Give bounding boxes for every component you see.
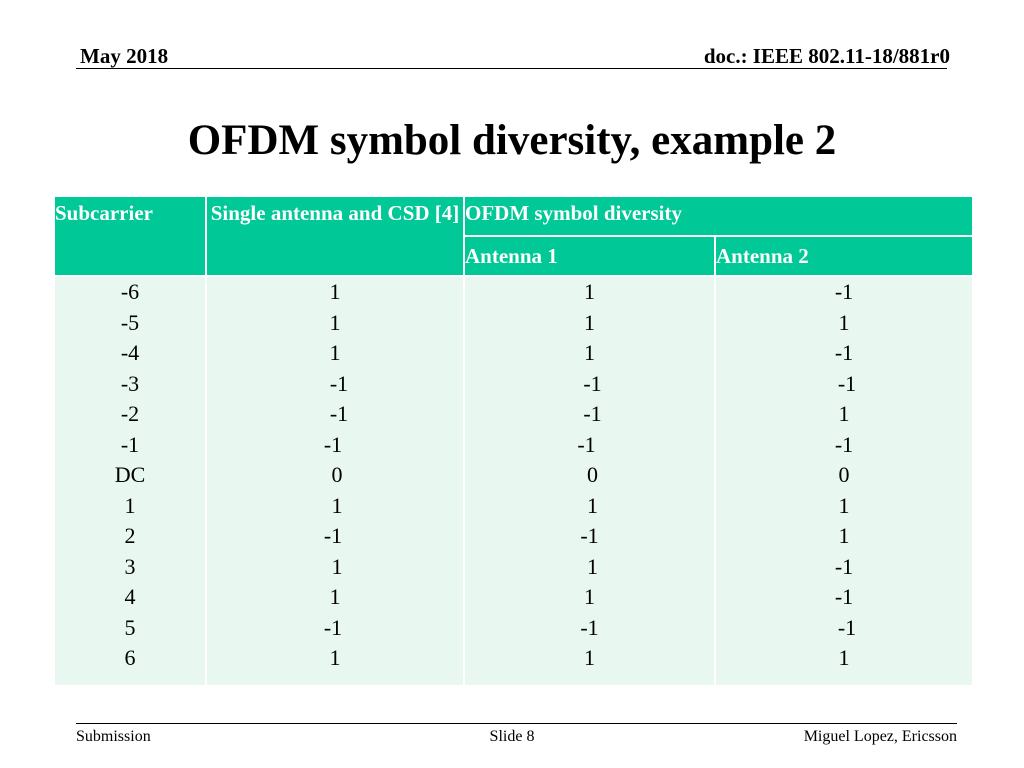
footer-author: Miguel Lopez, Ericsson xyxy=(803,728,957,745)
table-cell: -1 xyxy=(834,431,854,457)
header-date: May 2018 xyxy=(80,44,169,68)
table-cell: -1 xyxy=(323,523,343,548)
table-cell: -1 xyxy=(837,370,857,396)
table-cell: 1 xyxy=(329,340,341,365)
table-cell: -1 xyxy=(583,401,602,426)
table-cell: 1 xyxy=(838,645,850,670)
table-cell: 6 xyxy=(124,645,136,670)
table-cell: 1 xyxy=(584,279,595,304)
table-cell: 1 xyxy=(124,492,136,518)
table-cell: 1 xyxy=(329,584,341,609)
table-cell: -1 xyxy=(329,370,349,396)
table-cell: 2 xyxy=(124,523,136,548)
table-cell: 1 xyxy=(587,553,598,579)
table-cell: 1 xyxy=(587,492,598,518)
table-cell: -3 xyxy=(120,370,140,396)
table-cell: 1 xyxy=(329,279,341,304)
table-cell: -1 xyxy=(329,401,349,426)
table-cell: 4 xyxy=(124,584,136,609)
table-cell: -1 xyxy=(120,431,140,457)
table-cell: 0 xyxy=(331,462,343,487)
table-cell: -2 xyxy=(120,401,140,426)
header-divider xyxy=(76,68,947,69)
table-cell: 1 xyxy=(584,340,595,365)
table-cell: -1 xyxy=(577,431,596,457)
header-doc-id: doc.: IEEE 802.11-18/881r0 xyxy=(703,44,950,68)
diversity-table: Subcarrier Single antenna and CSD [4] OF… xyxy=(53,195,975,687)
table-cell: -5 xyxy=(120,309,140,335)
slide-title: OFDM symbol diversity, example 2 xyxy=(187,117,837,164)
table-cell: -6 xyxy=(120,279,140,304)
table-cell: -4 xyxy=(120,340,140,365)
table-cell: -1 xyxy=(834,340,854,365)
table-cell: -1 xyxy=(323,431,343,457)
table-cell: 0 xyxy=(587,462,598,487)
table-cell: -1 xyxy=(834,279,854,304)
table-cell: -1 xyxy=(323,614,343,640)
column-values: -1 1 -1 -1 1 -1 0 1 1 -1 -1 -1 1 xyxy=(716,277,972,674)
header-ofdm-diversity: OFDM symbol diversity xyxy=(462,195,975,237)
header-antenna-2: Antenna 2 xyxy=(713,235,975,277)
table-cell: -1 xyxy=(837,614,857,640)
column-subcarrier: -6 -5 -4 -3 -2 -1 DC 1 2 3 4 5 6 xyxy=(53,275,207,687)
table-cell: 1 xyxy=(838,309,850,335)
column-antenna-1: 1 1 1 -1 -1 -1 0 1 -1 1 1 -1 1 xyxy=(463,275,716,687)
table-cell: 1 xyxy=(838,492,850,518)
column-values: 1 1 1 -1 -1 -1 0 1 -1 1 1 -1 1 xyxy=(465,277,714,674)
table-cell: -1 xyxy=(580,614,599,640)
footer-divider xyxy=(76,723,957,724)
footer-slide-number: Slide 8 xyxy=(489,728,535,745)
table-cell: 0 xyxy=(838,462,850,487)
column-values: -6 -5 -4 -3 -2 -1 DC 1 2 3 4 5 6 xyxy=(55,277,205,674)
table-cell: 3 xyxy=(124,553,136,579)
table-cell: 1 xyxy=(329,309,341,335)
table-cell: -1 xyxy=(834,553,854,579)
header-single-antenna: Single antenna and CSD [4] xyxy=(205,195,465,277)
table-cell: 1 xyxy=(329,645,341,670)
column-antenna-2: -1 1 -1 -1 1 -1 0 1 1 -1 -1 -1 1 xyxy=(713,275,975,687)
column-values: 1 1 1 -1 -1 -1 0 1 -1 1 1 -1 1 xyxy=(207,277,463,674)
table-cell: 1 xyxy=(838,523,850,548)
header-antenna-1: Antenna 1 xyxy=(463,235,716,277)
table-cell: -1 xyxy=(583,370,602,396)
table-cell: 1 xyxy=(584,645,595,670)
table-cell: 1 xyxy=(838,401,850,426)
table-cell: -1 xyxy=(834,584,854,609)
table-cell: 1 xyxy=(331,553,343,579)
table-cell: 1 xyxy=(331,492,343,518)
table-cell: -1 xyxy=(580,523,599,548)
table-cell: 5 xyxy=(124,614,136,640)
column-single-antenna: 1 1 1 -1 -1 -1 0 1 -1 1 1 -1 1 xyxy=(205,275,465,687)
table-cell: DC xyxy=(114,462,146,487)
table-cell: 1 xyxy=(584,309,595,335)
header-subcarrier: Subcarrier xyxy=(53,195,207,277)
footer-submission: Submission xyxy=(76,728,151,745)
table-cell: 1 xyxy=(584,584,595,609)
